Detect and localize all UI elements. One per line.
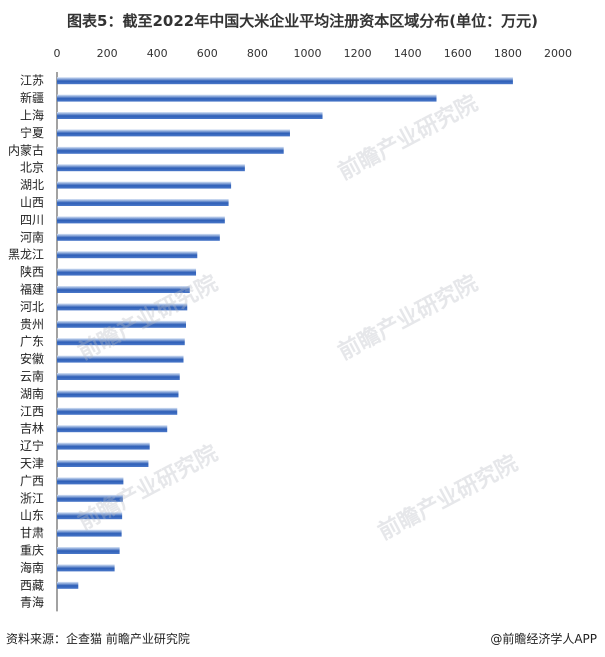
bar xyxy=(57,390,179,398)
bar xyxy=(57,94,437,102)
x-tick-label: 1600 xyxy=(444,47,472,60)
bar xyxy=(57,355,184,363)
category-label: 江苏 xyxy=(20,74,44,88)
bar xyxy=(57,460,149,467)
category-label: 天津 xyxy=(20,457,44,471)
bar xyxy=(57,494,123,502)
bar xyxy=(57,251,198,259)
category-label: 山西 xyxy=(20,196,44,210)
category-label: 上海 xyxy=(20,108,44,123)
x-axis-ticks: 0 200 400 600 800 1000 1200 1400 1600 1800 2000 xyxy=(54,47,573,60)
category-label: 辽宁 xyxy=(20,438,44,453)
category-label: 甘肃 xyxy=(20,526,44,540)
bar xyxy=(57,529,122,537)
x-tick-label: 600 xyxy=(197,47,218,60)
category-label: 河南 xyxy=(20,229,44,244)
category-label: 西藏 xyxy=(20,578,44,592)
category-label: 浙江 xyxy=(20,491,44,505)
category-label: 山东 xyxy=(20,509,44,523)
category-label: 四川 xyxy=(20,213,44,227)
category-label: 新疆 xyxy=(20,90,44,105)
category-label: 广西 xyxy=(20,474,44,488)
source-note: 资料来源：企查猫 前瞻产业研究院 xyxy=(6,632,190,646)
category-label: 海南 xyxy=(20,560,44,575)
bar xyxy=(57,112,323,119)
bar xyxy=(57,77,513,85)
x-tick-label: 800 xyxy=(247,47,268,60)
bar xyxy=(57,477,124,485)
bar xyxy=(57,512,123,520)
category-label: 贵州 xyxy=(20,317,44,331)
x-tick-label: 200 xyxy=(97,47,118,60)
bars-group xyxy=(57,77,513,589)
category-label: 吉林 xyxy=(20,422,44,436)
bar xyxy=(57,233,220,241)
bar xyxy=(57,407,178,415)
brand-note: @前瞻经济学人APP xyxy=(490,632,597,646)
category-label: 湖南 xyxy=(20,386,44,401)
bar xyxy=(57,181,232,189)
category-label: 内蒙古 xyxy=(8,142,44,157)
bar xyxy=(57,547,120,554)
bar xyxy=(57,581,79,589)
category-label: 青海 xyxy=(20,595,44,610)
x-tick-label: 1000 xyxy=(294,47,322,60)
bar xyxy=(57,338,185,346)
bar xyxy=(57,320,187,328)
chart-title: 图表5：截至2022年中国大米企业平均注册资本区域分布(单位：万元) xyxy=(67,12,538,30)
category-label: 重庆 xyxy=(20,544,44,558)
bar xyxy=(57,129,290,137)
bar xyxy=(57,286,190,293)
bar xyxy=(57,373,180,380)
category-label: 宁夏 xyxy=(20,125,44,140)
category-label: 北京 xyxy=(20,161,44,175)
category-label: 湖北 xyxy=(20,177,44,192)
category-label: 云南 xyxy=(20,369,44,384)
bar xyxy=(57,268,197,276)
category-label: 河北 xyxy=(20,300,44,314)
bar xyxy=(57,303,188,311)
x-tick-label: 2000 xyxy=(544,47,572,60)
x-tick-label: 1800 xyxy=(494,47,522,60)
bar xyxy=(57,146,284,154)
x-tick-label: 0 xyxy=(54,47,61,60)
category-label: 安徽 xyxy=(20,351,44,366)
category-label: 陕西 xyxy=(20,264,44,279)
bar xyxy=(57,199,229,206)
bar xyxy=(57,164,245,172)
x-tick-label: 400 xyxy=(147,47,168,60)
bar xyxy=(57,425,168,433)
bar xyxy=(57,564,115,572)
category-labels: 江苏新疆上海宁夏内蒙古北京湖北山西四川河南黑龙江陕西福建河北贵州广东安徽云南湖南… xyxy=(8,74,44,610)
bar xyxy=(57,216,225,224)
bar xyxy=(57,442,150,450)
x-tick-label: 1200 xyxy=(344,47,372,60)
x-tick-label: 1400 xyxy=(394,47,422,60)
category-label: 广东 xyxy=(20,335,44,349)
category-label: 江西 xyxy=(20,404,44,418)
category-label: 黑龙江 xyxy=(8,248,44,262)
category-label: 福建 xyxy=(20,282,44,297)
